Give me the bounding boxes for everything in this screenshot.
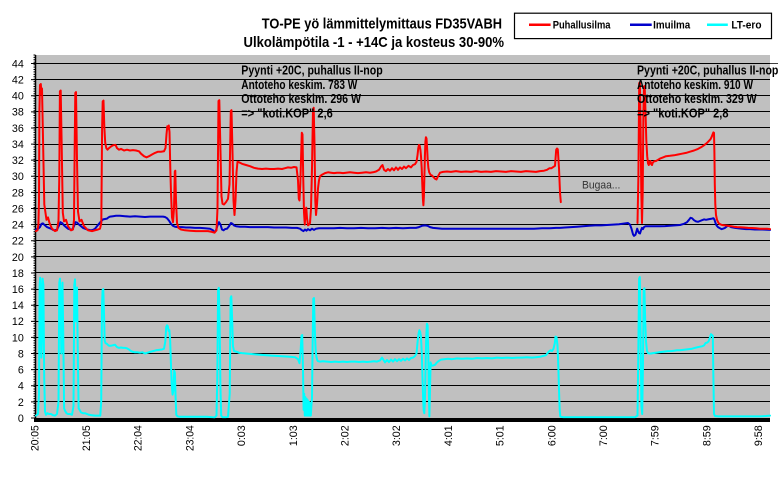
svg-text:Ottoteho keskim. 329 W: Ottoteho keskim. 329 W <box>637 91 757 106</box>
svg-text:38: 38 <box>12 107 24 119</box>
svg-text:2: 2 <box>18 397 24 409</box>
svg-text:18: 18 <box>12 268 24 280</box>
svg-text:7:00: 7:00 <box>598 425 610 446</box>
svg-text:Bugaa...: Bugaa... <box>582 179 620 191</box>
svg-text:=> "koti.KOP" 2,6: => "koti.KOP" 2,6 <box>241 106 332 121</box>
svg-text:16: 16 <box>12 284 24 296</box>
svg-text:0:03: 0:03 <box>236 425 248 446</box>
svg-text:44: 44 <box>12 58 24 70</box>
svg-text:Antoteho keskim. 910 W: Antoteho keskim. 910 W <box>637 77 753 92</box>
svg-text:5:01: 5:01 <box>495 425 507 446</box>
svg-text:4:01: 4:01 <box>443 425 455 446</box>
svg-text:Ulkolämpötila -1 - +14C ja kos: Ulkolämpötila -1 - +14C ja kosteus 30-90… <box>244 35 505 51</box>
svg-text:Ottoteho keskim. 296 W: Ottoteho keskim. 296 W <box>241 91 361 106</box>
svg-text:36: 36 <box>12 123 24 135</box>
svg-text:3:02: 3:02 <box>391 425 403 446</box>
svg-text:1:03: 1:03 <box>288 425 300 446</box>
svg-text:TO-PE yö lämmittelymittaus FD3: TO-PE yö lämmittelymittaus FD35VABH <box>262 16 502 32</box>
svg-text:14: 14 <box>12 300 24 312</box>
svg-text:40: 40 <box>12 91 24 103</box>
svg-text:32: 32 <box>12 155 24 167</box>
svg-text:Imuilma: Imuilma <box>653 19 691 31</box>
svg-text:22: 22 <box>12 236 24 248</box>
svg-text:0: 0 <box>18 413 24 425</box>
svg-text:26: 26 <box>12 203 24 215</box>
svg-text:34: 34 <box>12 139 24 151</box>
svg-text:21:05: 21:05 <box>81 425 93 451</box>
svg-text:20:05: 20:05 <box>29 425 41 451</box>
svg-text:22:04: 22:04 <box>133 425 145 451</box>
svg-text:12: 12 <box>12 316 24 328</box>
svg-text:24: 24 <box>12 220 24 232</box>
svg-text:8:59: 8:59 <box>701 425 713 446</box>
svg-text:42: 42 <box>12 75 24 87</box>
svg-text:4: 4 <box>18 381 24 393</box>
svg-text:28: 28 <box>12 187 24 199</box>
svg-text:7:59: 7:59 <box>650 425 662 446</box>
svg-text:2:02: 2:02 <box>340 425 352 446</box>
svg-text:Pyynti +20C, puhallus II-nop: Pyynti +20C, puhallus II-nop <box>241 62 382 77</box>
svg-text:Antoteho keskim. 783 W: Antoteho keskim. 783 W <box>241 77 357 92</box>
svg-text:30: 30 <box>12 171 24 183</box>
svg-text:20: 20 <box>12 252 24 264</box>
svg-text:9:58: 9:58 <box>753 425 765 446</box>
svg-text:6:00: 6:00 <box>546 425 558 446</box>
svg-text:=> "koti.KOP" 2,8: => "koti.KOP" 2,8 <box>637 106 729 121</box>
svg-text:8: 8 <box>18 348 24 360</box>
svg-text:23:04: 23:04 <box>184 425 196 451</box>
svg-text:6: 6 <box>18 365 24 377</box>
svg-text:10: 10 <box>12 332 24 344</box>
svg-text:Puhallusilma: Puhallusilma <box>553 19 612 31</box>
svg-text:LT-ero: LT-ero <box>731 19 761 31</box>
svg-text:Pyynti +20C, puhallus II-nop: Pyynti +20C, puhallus II-nop <box>637 62 778 77</box>
